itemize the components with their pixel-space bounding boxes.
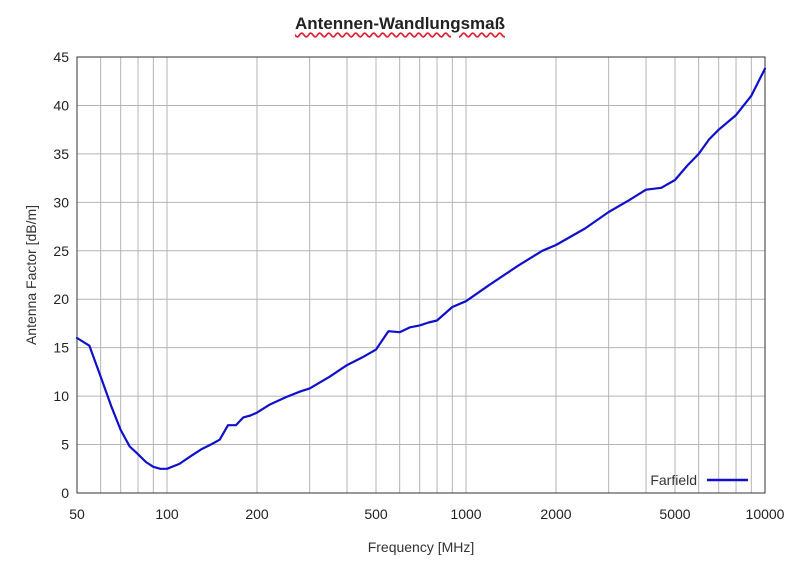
- y-tick-label: 5: [61, 437, 69, 453]
- grid: [77, 57, 765, 493]
- y-tick-label: 20: [53, 291, 69, 307]
- x-tick-label: 50: [69, 506, 85, 522]
- x-tick-label: 2000: [540, 506, 571, 522]
- legend-label-farfield: Farfield: [650, 472, 697, 488]
- series-layer: [75, 67, 767, 470]
- tick-labels: 50 100 200 500 1000 2000 5000 10000 0 5 10 15 20 25 30…: [53, 49, 784, 522]
- x-tick-label: 1000: [450, 506, 481, 522]
- y-tick-label: 25: [53, 243, 69, 259]
- y-tick-label: 30: [53, 194, 69, 210]
- x-tick-label: 5000: [659, 506, 690, 522]
- series-line-farfield: [75, 67, 767, 470]
- chart-title: Antennen-Wandlungsmaß: [295, 14, 505, 33]
- y-tick-label: 40: [53, 97, 69, 113]
- x-axis-label: Frequency [MHz]: [368, 539, 475, 555]
- y-axis-label: Antenna Factor [dB/m]: [23, 205, 39, 345]
- y-tick-label: 10: [53, 388, 69, 404]
- plot-frame: [76, 56, 766, 494]
- x-tick-label: 500: [364, 506, 388, 522]
- x-tick-label: 100: [155, 506, 179, 522]
- x-tick-label: 200: [245, 506, 269, 522]
- y-tick-label: 0: [61, 485, 69, 501]
- y-tick-label: 45: [53, 49, 69, 65]
- y-tick-label: 35: [53, 146, 69, 162]
- x-tick-label: 10000: [746, 506, 785, 522]
- legend: Farfield: [650, 472, 748, 488]
- y-tick-label: 15: [53, 340, 69, 356]
